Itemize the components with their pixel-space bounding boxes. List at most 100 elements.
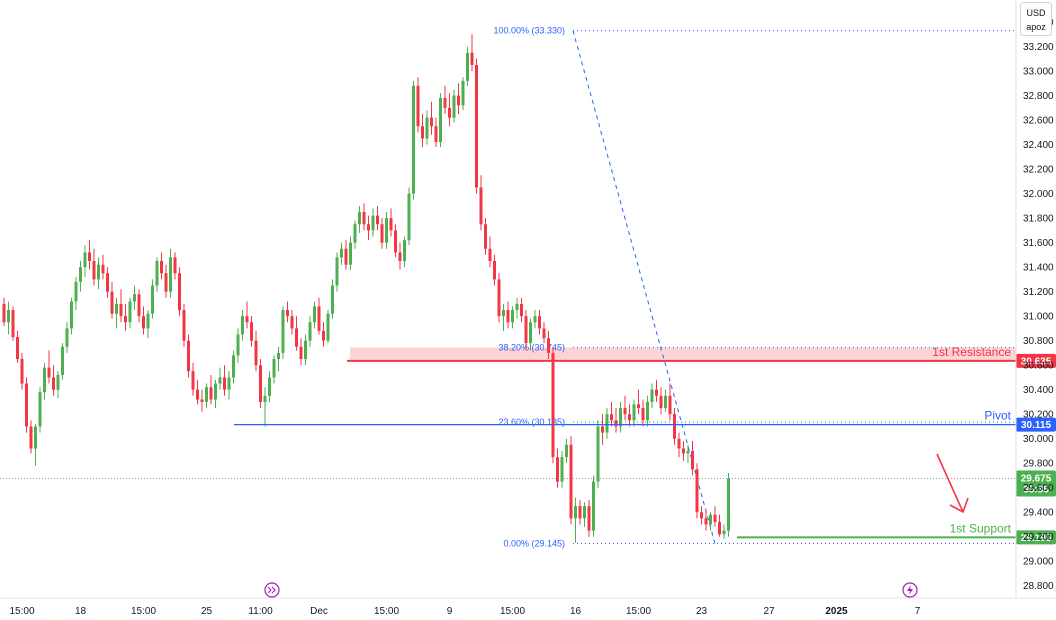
time-tick-label: 7 <box>915 606 921 617</box>
resistance-zone-layer <box>350 347 1016 361</box>
candle-body <box>218 377 222 384</box>
candle-body <box>286 310 289 317</box>
candle-body <box>619 408 622 427</box>
candle-body <box>56 374 60 390</box>
candle-body <box>155 261 159 286</box>
level-label: 1st Resistance <box>932 345 1011 359</box>
price-tick-label: 29.800 <box>1023 459 1054 470</box>
candle-body <box>574 506 577 519</box>
level-price-tag-text: 29.195 <box>1021 533 1052 544</box>
candle-body <box>637 404 640 409</box>
price-tick-label: 30.800 <box>1023 336 1054 347</box>
candle-body <box>448 107 451 118</box>
candle-body <box>241 316 244 335</box>
candle-body <box>52 377 55 390</box>
time-tick-label: 15:00 <box>9 606 34 617</box>
currency-selector[interactable]: USD apoz <box>1020 2 1052 36</box>
candle-body <box>2 303 6 323</box>
candle-body <box>394 230 397 253</box>
candle-body <box>110 291 114 314</box>
price-tick-label: 32.000 <box>1023 189 1054 200</box>
price-tick-label: 30.200 <box>1023 410 1054 421</box>
candle-body <box>506 310 510 323</box>
price-tick-label: 33.200 <box>1023 42 1054 53</box>
candle-body <box>281 310 285 353</box>
candle-body <box>389 218 393 231</box>
price-tick-label: 29.400 <box>1023 508 1054 519</box>
currency-label: USD <box>1026 8 1046 18</box>
candle-body <box>142 316 145 329</box>
last-price-tag-text: 29.675 <box>1021 474 1052 485</box>
candle-body <box>605 414 609 433</box>
candle-body <box>250 322 253 341</box>
time-tick-label: 11:00 <box>248 606 273 617</box>
time-tick-label: 9 <box>447 606 453 617</box>
level-label: Pivot <box>984 409 1011 423</box>
last-price-tag <box>1016 470 1056 497</box>
candle-body <box>196 389 199 400</box>
candle-body <box>439 98 442 143</box>
candle-body <box>11 310 15 337</box>
countdown-text: 35:36 <box>1023 485 1049 496</box>
candle-body <box>542 328 546 339</box>
resistance-zone <box>350 347 1016 361</box>
icons-layer <box>264 453 969 598</box>
candle-body <box>704 518 708 525</box>
candle-body <box>182 310 186 341</box>
candle-body <box>263 395 267 402</box>
candle-body <box>236 334 240 356</box>
candle-body <box>632 404 636 421</box>
candle-body <box>578 506 582 519</box>
candle-body <box>173 257 177 274</box>
candle-body <box>628 414 631 421</box>
candle-body <box>511 310 514 323</box>
candle-body <box>326 313 330 341</box>
price-tick-label: 31.800 <box>1023 214 1054 225</box>
candle-body <box>601 426 604 433</box>
candle-body <box>479 187 483 225</box>
candle-body <box>533 316 537 323</box>
candle-body <box>65 328 69 347</box>
candle-body <box>551 352 555 458</box>
candle-body <box>515 303 519 311</box>
price-tick-label: 31.400 <box>1023 263 1054 274</box>
candle-body <box>524 316 528 344</box>
candle-body <box>124 316 127 323</box>
candle-body <box>646 401 649 421</box>
candle-body <box>160 261 163 274</box>
price-tick-label: 32.400 <box>1023 140 1054 151</box>
candle-body <box>200 399 204 402</box>
key-levels-layer: 1st Resistance 30.635 Pivot 30.115 1st Suppo… <box>234 345 1056 545</box>
candle-body <box>430 117 433 127</box>
price-tick-label: 30.400 <box>1023 385 1054 396</box>
candle-body <box>277 352 280 360</box>
candle-body <box>47 367 51 378</box>
time-tick-label: 18 <box>75 606 87 617</box>
candle-body <box>151 285 154 314</box>
price-tick-label: 30.600 <box>1023 361 1054 372</box>
price-tick-label: 31.000 <box>1023 312 1054 323</box>
candle-body <box>272 359 276 378</box>
candle-body <box>677 438 681 449</box>
candle-body <box>322 330 325 341</box>
candle-body <box>205 387 208 402</box>
candle-body <box>317 306 321 331</box>
candle-body <box>43 367 46 393</box>
price-tick-label: 32.800 <box>1023 91 1054 102</box>
candle-body <box>331 285 334 314</box>
price-tick-label: 31.200 <box>1023 287 1054 298</box>
candle-body <box>461 80 465 106</box>
candle-body <box>214 383 217 400</box>
candle-body <box>340 248 343 258</box>
candle-body <box>362 211 366 225</box>
fib-level-label: 23.60% (30.135) <box>498 417 565 427</box>
candle-body <box>727 478 730 531</box>
candle-body <box>718 522 721 535</box>
candle-body <box>209 387 213 400</box>
candle-body <box>308 322 312 341</box>
candle-body <box>74 281 78 302</box>
candle-body <box>146 313 150 329</box>
candle-body <box>70 301 73 329</box>
time-tick-label: 25 <box>201 606 213 617</box>
